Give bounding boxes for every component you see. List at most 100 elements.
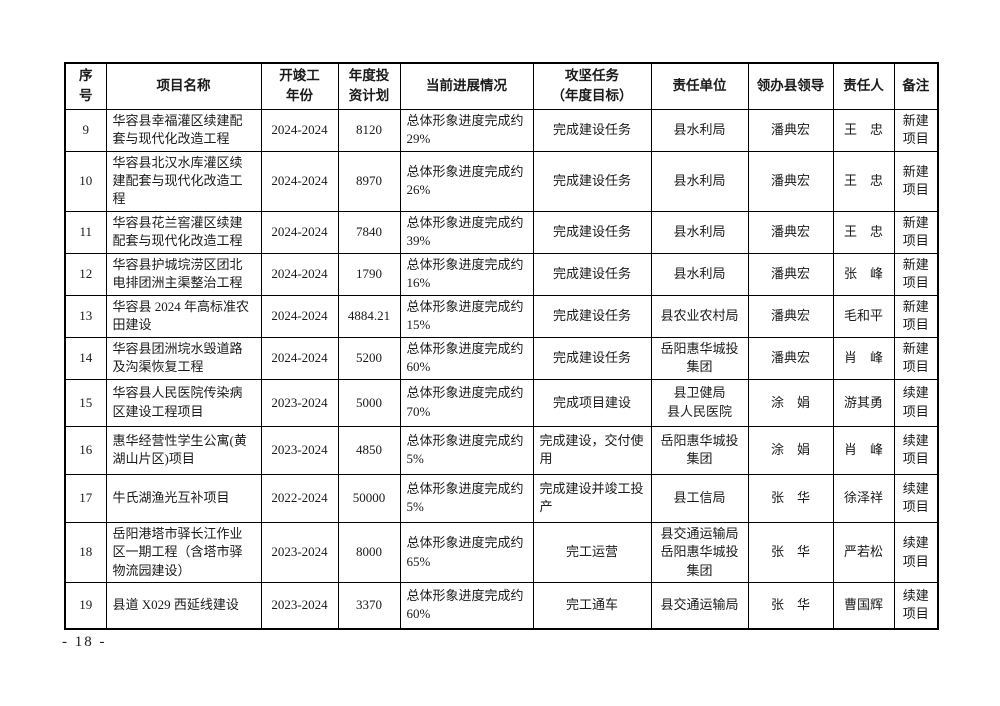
cell-progress: 总体形象进度完成约29% bbox=[399, 108, 534, 152]
cell-invest: 50000 bbox=[337, 473, 401, 523]
cell-person: 严若松 bbox=[832, 521, 895, 584]
cell-task: 完成建设，交付使用 bbox=[532, 425, 652, 475]
cell-task: 完工运营 bbox=[532, 521, 652, 584]
cell-remark: 新建项目 bbox=[893, 150, 939, 212]
cell-invest: 1790 bbox=[337, 252, 401, 296]
cell-leader: 涂 娟 bbox=[747, 378, 834, 427]
cell-person: 王 忠 bbox=[832, 108, 895, 152]
cell-task: 完成建设任务 bbox=[532, 150, 652, 212]
cell-unit: 岳阳惠华城投集团 bbox=[650, 425, 749, 475]
cell-leader: 潘典宏 bbox=[747, 210, 834, 254]
cell-unit: 县交通运输局 岳阳惠华城投集团 bbox=[650, 521, 749, 584]
table-row: 19 县道 X029 西延线建设 2023-2024 3370 总体形象进度完成约60%… bbox=[64, 582, 939, 630]
cell-leader: 张 华 bbox=[747, 521, 834, 584]
cell-progress: 总体形象进度完成约16% bbox=[399, 252, 534, 296]
col-header-progress: 当前进展情况 bbox=[399, 62, 534, 110]
col-header-remark: 备注 bbox=[893, 62, 939, 110]
cell-invest: 3370 bbox=[337, 582, 401, 630]
cell-remark: 新建项目 bbox=[893, 210, 939, 254]
cell-years: 2023-2024 bbox=[260, 521, 339, 584]
cell-name: 华容县幸福灌区续建配套与现代化改造工程 bbox=[105, 108, 262, 152]
cell-person: 曹国辉 bbox=[832, 582, 895, 630]
cell-task: 完成建设任务 bbox=[532, 108, 652, 152]
cell-remark: 续建项目 bbox=[893, 425, 939, 475]
cell-leader: 潘典宏 bbox=[747, 150, 834, 212]
cell-unit: 县水利局 bbox=[650, 252, 749, 296]
cell-person: 张 峰 bbox=[832, 252, 895, 296]
cell-no: 12 bbox=[64, 252, 107, 296]
cell-invest: 7840 bbox=[337, 210, 401, 254]
table-row: 11 华容县花兰窖灌区续建配套与现代化改造工程 2024-2024 7840 总体形象进… bbox=[64, 210, 939, 254]
cell-person: 毛和平 bbox=[832, 294, 895, 338]
cell-name: 县道 X029 西延线建设 bbox=[105, 582, 262, 630]
cell-task: 完成建设任务 bbox=[532, 294, 652, 338]
cell-years: 2023-2024 bbox=[260, 582, 339, 630]
cell-years: 2024-2024 bbox=[260, 150, 339, 212]
col-header-task: 攻坚任务 （年度目标） bbox=[532, 62, 652, 110]
cell-name: 惠华经营性学生公寓(黄湖山片区)项目 bbox=[105, 425, 262, 475]
table-row: 17 牛氏湖渔光互补项目 2022-2024 50000 总体形象进度完成约5% 完成建设… bbox=[64, 473, 939, 523]
cell-invest: 8000 bbox=[337, 521, 401, 584]
cell-name: 岳阳港塔市驿长江作业区一期工程（含塔市驿物流园建设） bbox=[105, 521, 262, 584]
cell-unit: 县卫健局 县人民医院 bbox=[650, 378, 749, 427]
cell-leader: 潘典宏 bbox=[747, 108, 834, 152]
table-row: 9 华容县幸福灌区续建配套与现代化改造工程 2024-2024 8120 总体形象进度完… bbox=[64, 108, 939, 152]
cell-unit: 岳阳惠华城投集团 bbox=[650, 336, 749, 380]
cell-remark: 新建项目 bbox=[893, 336, 939, 380]
cell-name: 华容县团洲垸水毁道路及沟渠恢复工程 bbox=[105, 336, 262, 380]
table-row: 18 岳阳港塔市驿长江作业区一期工程（含塔市驿物流园建设） 2023-2024 800… bbox=[64, 521, 939, 584]
cell-invest: 5000 bbox=[337, 378, 401, 427]
col-header-name: 项目名称 bbox=[105, 62, 262, 110]
cell-unit: 县水利局 bbox=[650, 108, 749, 152]
cell-no: 15 bbox=[64, 378, 107, 427]
cell-invest: 8120 bbox=[337, 108, 401, 152]
cell-person: 游其勇 bbox=[832, 378, 895, 427]
cell-progress: 总体形象进度完成约5% bbox=[399, 425, 534, 475]
cell-no: 11 bbox=[64, 210, 107, 254]
cell-invest: 4850 bbox=[337, 425, 401, 475]
cell-progress: 总体形象进度完成约39% bbox=[399, 210, 534, 254]
table-row: 16 惠华经营性学生公寓(黄湖山片区)项目 2023-2024 4850 总体形象进度完… bbox=[64, 425, 939, 475]
cell-unit: 县水利局 bbox=[650, 210, 749, 254]
col-header-leader: 领办县领导 bbox=[747, 62, 834, 110]
cell-invest: 4884.21 bbox=[337, 294, 401, 338]
cell-name: 华容县 2024 年高标准农田建设 bbox=[105, 294, 262, 338]
cell-person: 肖 峰 bbox=[832, 336, 895, 380]
cell-no: 10 bbox=[64, 150, 107, 212]
cell-progress: 总体形象进度完成约5% bbox=[399, 473, 534, 523]
cell-years: 2024-2024 bbox=[260, 210, 339, 254]
cell-name: 华容县北汉水库灌区续建配套与现代化改造工程 bbox=[105, 150, 262, 212]
cell-unit: 县工信局 bbox=[650, 473, 749, 523]
cell-person: 徐泽祥 bbox=[832, 473, 895, 523]
cell-progress: 总体形象进度完成约26% bbox=[399, 150, 534, 212]
cell-remark: 新建项目 bbox=[893, 294, 939, 338]
cell-leader: 涂 娟 bbox=[747, 425, 834, 475]
cell-no: 14 bbox=[64, 336, 107, 380]
cell-invest: 5200 bbox=[337, 336, 401, 380]
cell-unit: 县交通运输局 bbox=[650, 582, 749, 630]
page-number: - 18 - bbox=[62, 634, 107, 650]
cell-person: 王 忠 bbox=[832, 210, 895, 254]
cell-years: 2023-2024 bbox=[260, 378, 339, 427]
cell-no: 13 bbox=[64, 294, 107, 338]
cell-task: 完成建设任务 bbox=[532, 336, 652, 380]
cell-name: 华容县花兰窖灌区续建配套与现代化改造工程 bbox=[105, 210, 262, 254]
cell-invest: 8970 bbox=[337, 150, 401, 212]
header-row: 序 号项目名称 开竣工 年份 年度投 资计划 当前进展情况 攻坚任务 （年度目标） 责任单… bbox=[64, 62, 939, 110]
project-table: 序 号项目名称 开竣工 年份 年度投 资计划 当前进展情况 攻坚任务 （年度目标） 责任单… bbox=[64, 62, 939, 630]
cell-task: 完成项目建设 bbox=[532, 378, 652, 427]
col-header-invest: 年度投 资计划 bbox=[337, 62, 401, 110]
cell-no: 16 bbox=[64, 425, 107, 475]
cell-person: 肖 峰 bbox=[832, 425, 895, 475]
cell-leader: 张 华 bbox=[747, 473, 834, 523]
cell-remark: 续建项目 bbox=[893, 582, 939, 630]
cell-no: 17 bbox=[64, 473, 107, 523]
table-row: 15 华容县人民医院传染病区建设工程项目 2023-2024 5000 总体形象进度完成… bbox=[64, 378, 939, 427]
cell-years: 2022-2024 bbox=[260, 473, 339, 523]
cell-years: 2024-2024 bbox=[260, 336, 339, 380]
cell-progress: 总体形象进度完成约65% bbox=[399, 521, 534, 584]
cell-leader: 张 华 bbox=[747, 582, 834, 630]
col-header-no: 序 号 bbox=[64, 62, 107, 110]
cell-task: 完工通车 bbox=[532, 582, 652, 630]
